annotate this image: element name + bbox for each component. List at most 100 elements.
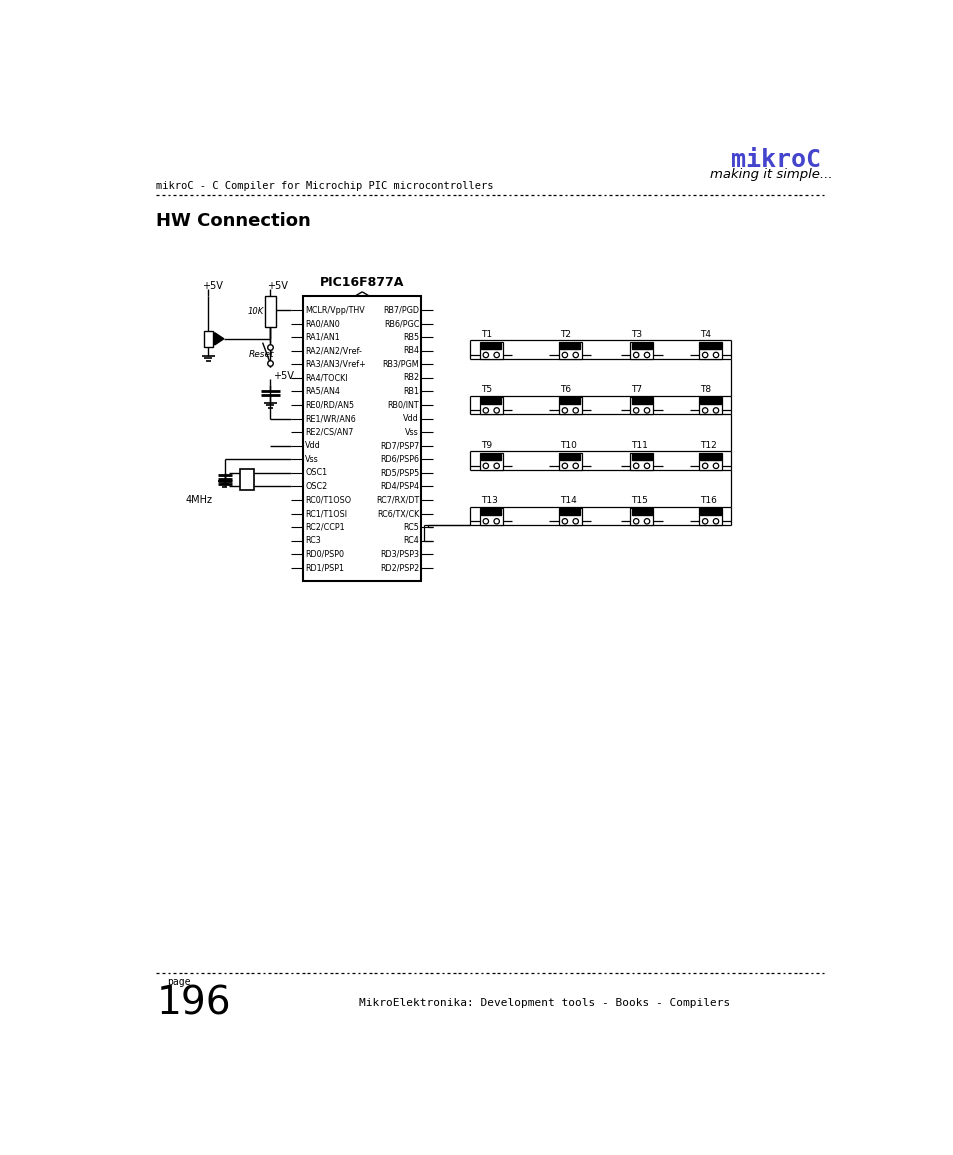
- Text: RB6/PGC: RB6/PGC: [383, 319, 418, 328]
- Text: T2: T2: [559, 329, 571, 338]
- Text: RD2/PSP2: RD2/PSP2: [379, 564, 418, 572]
- Text: page: page: [167, 977, 191, 986]
- Text: RD0/PSP0: RD0/PSP0: [305, 550, 344, 559]
- Text: T14: T14: [559, 495, 577, 505]
- Text: T4: T4: [700, 329, 711, 338]
- Text: RC2/CCP1: RC2/CCP1: [305, 522, 345, 531]
- Circle shape: [643, 519, 649, 524]
- Text: T16: T16: [700, 495, 717, 505]
- Bar: [699, 453, 721, 470]
- Text: 10K: 10K: [247, 307, 263, 316]
- Circle shape: [701, 408, 707, 413]
- Bar: [265, 297, 275, 327]
- Polygon shape: [214, 333, 224, 345]
- Bar: [559, 398, 579, 404]
- Circle shape: [494, 519, 498, 524]
- Bar: [558, 508, 581, 526]
- Circle shape: [643, 352, 649, 358]
- Circle shape: [701, 352, 707, 358]
- Text: T9: T9: [480, 440, 492, 449]
- Bar: [479, 342, 502, 359]
- Bar: [699, 508, 721, 526]
- Circle shape: [561, 519, 567, 524]
- Bar: [558, 453, 581, 470]
- Circle shape: [482, 408, 488, 413]
- Text: RB7/PGD: RB7/PGD: [383, 306, 418, 314]
- Circle shape: [573, 352, 578, 358]
- Text: PIC16F877A: PIC16F877A: [319, 276, 404, 289]
- Text: RD4/PSP4: RD4/PSP4: [380, 482, 418, 491]
- Bar: [559, 343, 579, 349]
- Text: +5V: +5V: [267, 281, 288, 291]
- Circle shape: [482, 463, 488, 469]
- Text: mikroC - C Compiler for Microchip PIC microcontrollers: mikroC - C Compiler for Microchip PIC mi…: [156, 181, 494, 192]
- Bar: [480, 454, 500, 460]
- Circle shape: [482, 352, 488, 358]
- Text: T13: T13: [480, 495, 497, 505]
- Bar: [559, 454, 579, 460]
- Text: OSC2: OSC2: [305, 482, 327, 491]
- Text: RA1/AN1: RA1/AN1: [305, 333, 339, 342]
- Bar: [631, 509, 651, 515]
- Text: RE0/RD/AN5: RE0/RD/AN5: [305, 401, 354, 410]
- Circle shape: [482, 519, 488, 524]
- Text: RD7/PSP7: RD7/PSP7: [379, 441, 418, 450]
- Text: T15: T15: [631, 495, 648, 505]
- Text: RD3/PSP3: RD3/PSP3: [380, 550, 418, 559]
- Circle shape: [701, 463, 707, 469]
- Text: 196: 196: [156, 984, 231, 1022]
- Text: RB5: RB5: [402, 333, 418, 342]
- Text: making it simple...: making it simple...: [709, 169, 832, 181]
- Circle shape: [561, 352, 567, 358]
- Bar: [699, 342, 721, 359]
- Text: +5V: +5V: [274, 371, 294, 381]
- Text: T3: T3: [631, 329, 642, 338]
- Text: T8: T8: [700, 385, 711, 394]
- Circle shape: [494, 408, 498, 413]
- Bar: [240, 469, 253, 491]
- Bar: [479, 397, 502, 415]
- Text: T10: T10: [559, 440, 577, 449]
- Bar: [480, 398, 500, 404]
- Text: RC3: RC3: [305, 536, 320, 545]
- Text: MCLR/Vpp/THV: MCLR/Vpp/THV: [305, 306, 365, 314]
- Text: +5V: +5V: [202, 281, 223, 291]
- Bar: [479, 453, 502, 470]
- Circle shape: [573, 519, 578, 524]
- Text: OSC1: OSC1: [305, 468, 327, 477]
- Circle shape: [713, 408, 718, 413]
- Bar: [631, 343, 651, 349]
- Text: RC5: RC5: [403, 522, 418, 531]
- Circle shape: [633, 352, 639, 358]
- Circle shape: [573, 463, 578, 469]
- Bar: [559, 509, 579, 515]
- Circle shape: [633, 463, 639, 469]
- Bar: [700, 398, 720, 404]
- Text: Vdd: Vdd: [305, 441, 320, 450]
- Text: T1: T1: [480, 329, 492, 338]
- Bar: [303, 297, 421, 581]
- Text: MikroElektronika: Development tools - Books - Compilers: MikroElektronika: Development tools - Bo…: [359, 998, 730, 1008]
- Circle shape: [713, 519, 718, 524]
- Text: RA3/AN3/Vref+: RA3/AN3/Vref+: [305, 360, 366, 368]
- Bar: [558, 397, 581, 415]
- Bar: [480, 343, 500, 349]
- Text: RD6/PSP6: RD6/PSP6: [380, 455, 418, 464]
- Bar: [631, 454, 651, 460]
- Circle shape: [713, 352, 718, 358]
- Text: RC4: RC4: [403, 536, 418, 545]
- Circle shape: [643, 408, 649, 413]
- Bar: [700, 454, 720, 460]
- Circle shape: [701, 519, 707, 524]
- Text: RC0/T1OSO: RC0/T1OSO: [305, 495, 351, 505]
- Bar: [700, 343, 720, 349]
- Text: RB4: RB4: [403, 346, 418, 356]
- Text: RB2: RB2: [402, 373, 418, 382]
- Text: Vss: Vss: [305, 455, 318, 464]
- Bar: [631, 398, 651, 404]
- Text: RA2/AN2/Vref-: RA2/AN2/Vref-: [305, 346, 362, 356]
- Circle shape: [494, 463, 498, 469]
- Bar: [700, 509, 720, 515]
- Text: HW Connection: HW Connection: [156, 213, 311, 230]
- Text: RA5/AN4: RA5/AN4: [305, 387, 340, 396]
